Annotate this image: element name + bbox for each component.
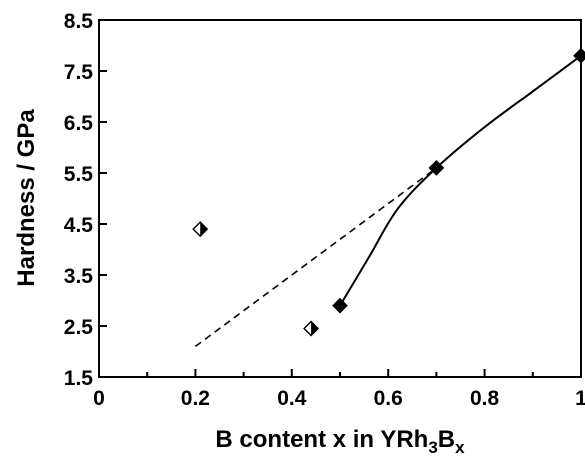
x-axis-title: B content x in YRh3Bx <box>215 426 465 457</box>
y-tick-label: 1.5 <box>64 367 94 390</box>
half-diamond-point <box>192 221 209 238</box>
filled-diamond-point <box>573 47 585 64</box>
dashed-line <box>194 167 437 348</box>
y-tick-label: 4.5 <box>64 214 94 237</box>
filled-diamond-point <box>332 297 348 314</box>
x-tick-label: 0.6 <box>374 387 403 410</box>
y-tick-label: 7.5 <box>64 61 94 84</box>
x-tick-label: 0.4 <box>277 387 307 410</box>
x-tick-label: 0.2 <box>181 387 210 410</box>
solid-fit-curve <box>339 54 582 307</box>
half-diamond-point <box>303 320 320 337</box>
filled-diamond-point <box>428 160 445 176</box>
x-tick-label: 0.8 <box>470 387 500 410</box>
y-axis-title: Hardness / GPa <box>13 109 40 287</box>
plot-frame <box>98 19 582 378</box>
x-tick-label: 0 <box>93 387 105 410</box>
y-tick-label: 3.5 <box>64 265 94 288</box>
data-points <box>192 47 585 337</box>
y-tick-label: 6.5 <box>64 112 94 135</box>
y-tick-label: 2.5 <box>64 316 94 339</box>
x-tick-label: 1 <box>575 387 585 410</box>
tick-labels: 0 0.2 0.4 0.6 0.8 1 1.5 2.5 3.5 4.5 5.5 6.5 7.5 8.5 <box>64 10 585 410</box>
curves <box>194 54 582 348</box>
y-tick-label: 5.5 <box>64 163 94 186</box>
tick-marks <box>98 19 582 378</box>
y-tick-label: 8.5 <box>64 10 94 33</box>
